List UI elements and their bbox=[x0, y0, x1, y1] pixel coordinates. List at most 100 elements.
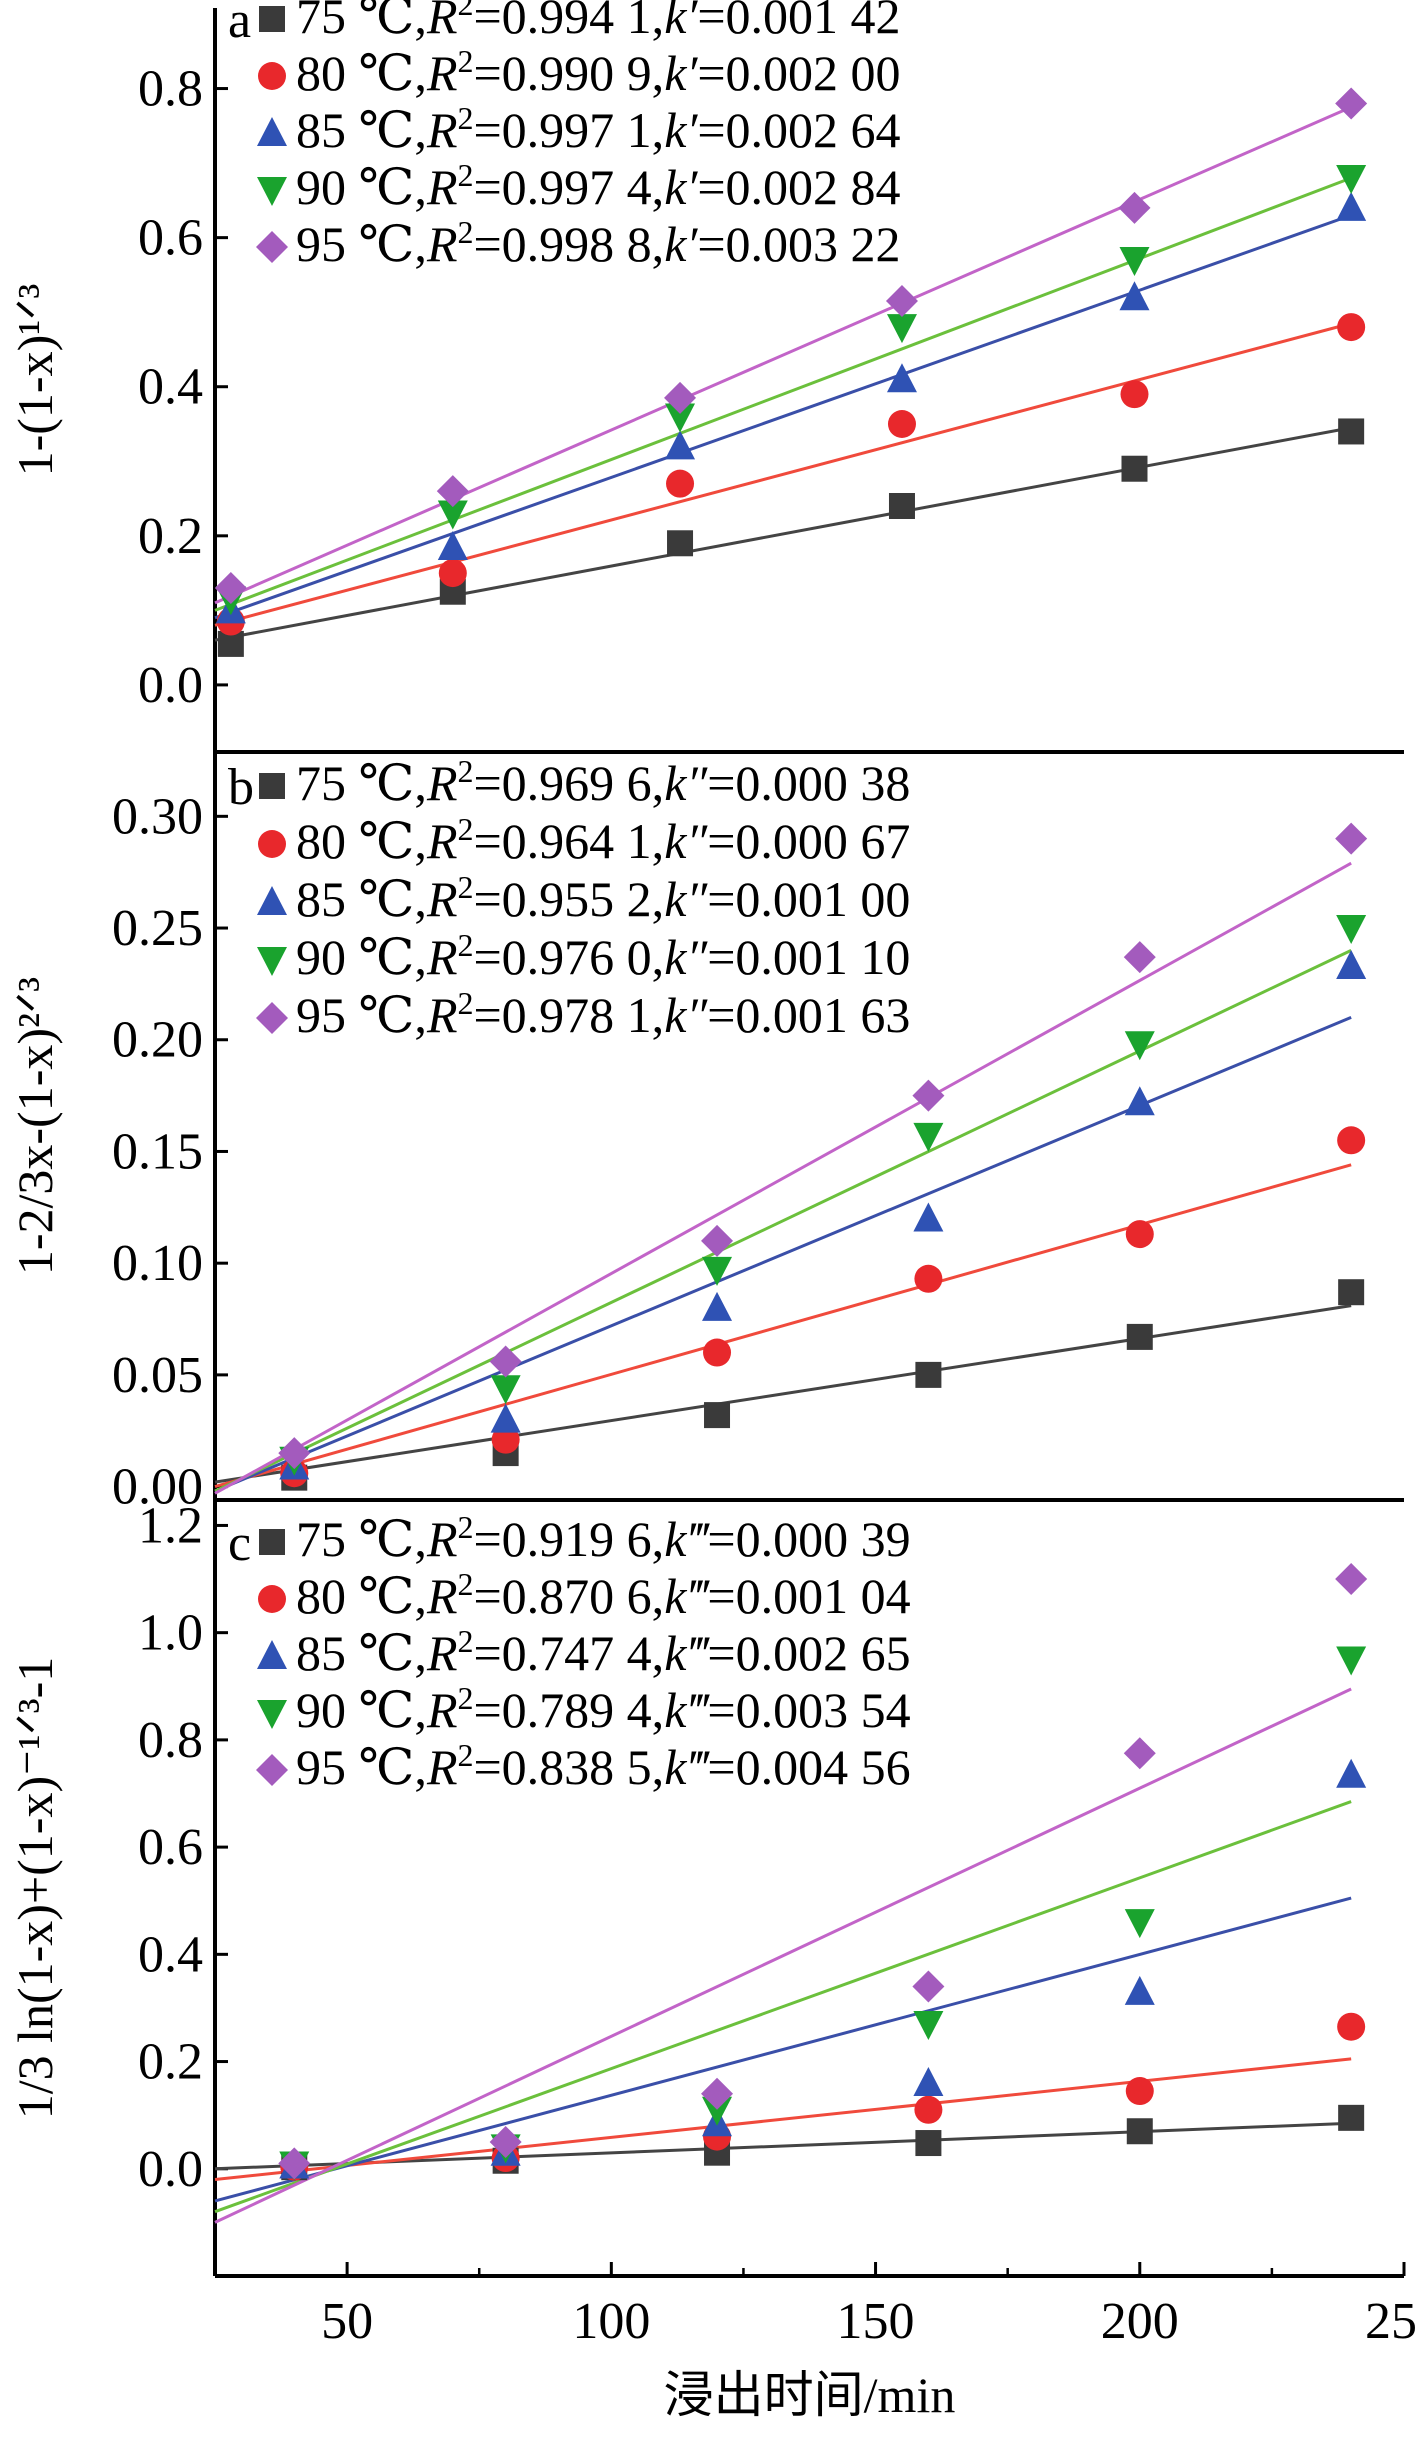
legend-entry-80: 80 ℃,R2=0.870 6,k‴=0.001 04 bbox=[296, 1566, 911, 1624]
fit-line-80 bbox=[214, 1163, 1352, 1489]
data-point-85 bbox=[437, 531, 468, 560]
fit-line-85 bbox=[214, 213, 1352, 620]
data-point-90 bbox=[1336, 165, 1367, 194]
y-tick-label: 1.2 bbox=[138, 1497, 203, 1554]
y-axis-title: 1/3 ln(1-x)+(1-x)⁻¹ᐟ³-1 bbox=[7, 1657, 63, 2120]
y-tick-label: 0.30 bbox=[112, 788, 203, 845]
legend-entry-75: 75 ℃,R2=0.994 1,k′=0.001 42 bbox=[296, 0, 901, 44]
fit-line-90 bbox=[214, 949, 1352, 1493]
data-point-95 bbox=[436, 475, 469, 508]
data-point-80 bbox=[914, 2095, 943, 2124]
data-point-90 bbox=[1336, 915, 1367, 945]
y-tick-label: 0.0 bbox=[138, 657, 203, 714]
x-tick-label: 250 bbox=[1365, 2293, 1417, 2350]
legend-entry-90: 90 ℃,R2=0.997 4,k′=0.002 84 bbox=[296, 157, 901, 215]
data-point-90 bbox=[913, 1122, 944, 1152]
fit-line-80 bbox=[214, 321, 1352, 627]
legend-marker-95 bbox=[256, 1002, 288, 1034]
panel-letter: c bbox=[228, 1515, 251, 1572]
data-point-90 bbox=[665, 403, 696, 433]
data-point-90 bbox=[490, 1375, 521, 1405]
data-point-75 bbox=[1338, 418, 1365, 445]
fit-line-95 bbox=[214, 861, 1352, 1495]
legend-marker-80 bbox=[258, 62, 286, 90]
data-point-85 bbox=[886, 363, 917, 393]
fit-line-85 bbox=[214, 1896, 1352, 2203]
panel-letter: a bbox=[228, 0, 251, 49]
y-tick-label: 0.8 bbox=[138, 1712, 203, 1769]
data-point-95 bbox=[214, 572, 247, 604]
legend-marker-90 bbox=[257, 947, 287, 976]
data-point-85 bbox=[490, 1403, 521, 1433]
y-tick-label: 0.8 bbox=[138, 61, 203, 118]
fit-line-75 bbox=[214, 1304, 1352, 1484]
data-point-90 bbox=[437, 500, 468, 530]
data-point-95 bbox=[489, 1345, 522, 1378]
data-point-95 bbox=[1118, 191, 1151, 224]
fit-line-85 bbox=[214, 1016, 1352, 1493]
data-point-75 bbox=[915, 1361, 942, 1388]
data-point-75 bbox=[1126, 1323, 1153, 1350]
data-point-95 bbox=[278, 2147, 311, 2180]
y-tick-label: 0.10 bbox=[112, 1235, 203, 1292]
data-point-85 bbox=[913, 1202, 944, 1232]
data-point-75 bbox=[888, 493, 915, 519]
data-point-95 bbox=[885, 285, 918, 317]
data-point-80 bbox=[666, 469, 695, 498]
legend-entry-75: 75 ℃,R2=0.919 6,k‴=0.000 39 bbox=[296, 1509, 911, 1567]
fit-line-75 bbox=[214, 426, 1352, 642]
legend-entry-90: 90 ℃,R2=0.789 4,k‴=0.003 54 bbox=[296, 1680, 911, 1738]
legend-entry-95: 95 ℃,R2=0.978 1,k″=0.001 63 bbox=[296, 985, 910, 1043]
data-point-85 bbox=[1336, 191, 1367, 221]
data-point-90 bbox=[1336, 1646, 1367, 1676]
x-tick-label: 50 bbox=[321, 2293, 373, 2350]
legend-marker-90 bbox=[257, 177, 287, 206]
data-point-85 bbox=[1336, 950, 1367, 980]
legend-entry-80: 80 ℃,R2=0.964 1,k″=0.000 67 bbox=[296, 811, 910, 869]
fit-line-90 bbox=[214, 176, 1352, 612]
data-point-90 bbox=[913, 2011, 944, 2041]
data-point-90 bbox=[1119, 247, 1150, 276]
legend-marker-85 bbox=[257, 1640, 287, 1669]
data-point-85 bbox=[702, 1291, 733, 1321]
legend-entry-85: 85 ℃,R2=0.955 2,k″=0.001 00 bbox=[296, 869, 910, 927]
data-point-80 bbox=[438, 559, 467, 588]
data-point-95 bbox=[1335, 87, 1368, 120]
data-point-80 bbox=[491, 1425, 520, 1454]
data-point-80 bbox=[703, 1338, 732, 1367]
legend-marker-80 bbox=[258, 830, 286, 858]
data-point-95 bbox=[489, 2125, 522, 2158]
y-tick-label: 0.00 bbox=[112, 1459, 203, 1516]
y-tick-label: 0.25 bbox=[112, 900, 203, 957]
data-point-85 bbox=[1336, 1758, 1367, 1788]
y-tick-label: 1.0 bbox=[138, 1605, 203, 1662]
data-point-95 bbox=[1335, 822, 1368, 855]
data-point-75 bbox=[1126, 2118, 1153, 2145]
data-point-95 bbox=[912, 1079, 945, 1112]
y-tick-label: 0.15 bbox=[112, 1123, 203, 1180]
data-point-80 bbox=[1337, 313, 1366, 342]
panel-c: 0.0 0.2 0.4 0.6 0.8 1.0 1.2 1/3 ln(1-x)+(1-x)⁻¹… bbox=[7, 1497, 1368, 2224]
y-tick-label: 0.4 bbox=[138, 359, 203, 416]
legend-entry-80: 80 ℃,R2=0.990 9,k′=0.002 00 bbox=[296, 43, 901, 101]
panel-a: 0.0 0.2 0.4 0.6 0.8 1-(1-x)¹ᐟ³ a 75 ℃,R2=0.994 … bbox=[7, 0, 1368, 714]
data-point-75 bbox=[704, 1402, 731, 1429]
data-point-85 bbox=[1124, 1975, 1155, 2005]
data-point-95 bbox=[701, 1224, 734, 1257]
legend-marker-80 bbox=[258, 1585, 286, 1613]
legend-marker-75 bbox=[259, 1529, 285, 1555]
panel-letter: b bbox=[228, 759, 254, 816]
data-point-85 bbox=[1119, 281, 1150, 311]
y-tick-label: 0.0 bbox=[138, 2141, 203, 2198]
data-point-85 bbox=[913, 2067, 944, 2096]
legend-entry-95: 95 ℃,R2=0.998 8,k′=0.003 22 bbox=[296, 214, 901, 272]
data-point-85 bbox=[1124, 1086, 1155, 1116]
data-point-75 bbox=[1338, 2104, 1365, 2131]
legend-marker-95 bbox=[256, 231, 288, 263]
legend-entry-85: 85 ℃,R2=0.997 1,k′=0.002 64 bbox=[296, 100, 901, 158]
x-tick-label: 100 bbox=[572, 2293, 650, 2350]
y-axis-title: 1-(1-x)¹ᐟ³ bbox=[7, 284, 63, 477]
data-point-75 bbox=[1121, 455, 1148, 482]
y-tick-label: 0.2 bbox=[138, 2034, 203, 2091]
legend-marker-75 bbox=[259, 6, 285, 32]
